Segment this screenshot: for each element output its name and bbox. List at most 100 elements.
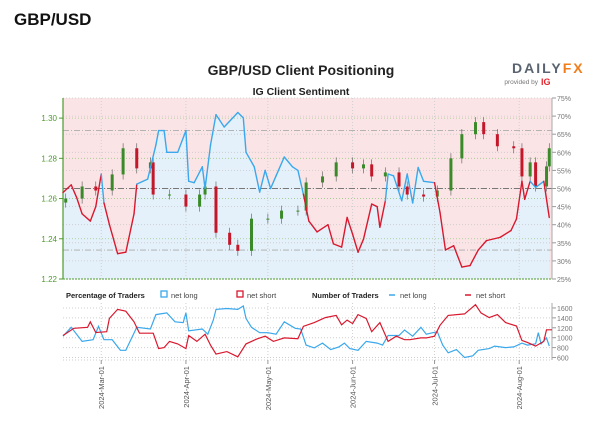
sentiment-line-segment bbox=[461, 264, 471, 268]
sentiment-line-segment bbox=[133, 183, 138, 215]
sentiment-line-segment bbox=[357, 238, 365, 253]
candle-body bbox=[512, 146, 516, 149]
candle-body bbox=[135, 148, 139, 169]
sentiment-line-segment bbox=[258, 169, 266, 193]
candle-body bbox=[460, 134, 464, 159]
candle-body bbox=[214, 186, 218, 233]
sentiment-line-segment bbox=[327, 223, 335, 245]
sentiment-line-segment bbox=[269, 175, 277, 190]
long-area bbox=[63, 112, 550, 279]
sentiment-line-segment bbox=[136, 178, 149, 185]
legend-pct-title: Percentage of Traders bbox=[66, 291, 145, 300]
legend-num-long: net long bbox=[400, 291, 427, 300]
dailyfx-logo: DAILYFX provided by IG bbox=[504, 60, 582, 87]
percent-tick-label: 60% bbox=[557, 150, 571, 157]
percent-tick-label: 55% bbox=[557, 168, 571, 175]
candle-body bbox=[151, 162, 155, 195]
sentiment-line-segment bbox=[469, 249, 479, 267]
candle-body bbox=[534, 162, 538, 187]
candle-body bbox=[435, 190, 439, 197]
traders-line-net-long bbox=[62, 305, 550, 359]
date-tick-label: 2024-Apr-01 bbox=[182, 366, 191, 408]
candle-body bbox=[397, 172, 401, 187]
sentiment-line-segment bbox=[308, 220, 318, 233]
sentiment-line-segment bbox=[291, 166, 299, 172]
sentiment-line-segment bbox=[499, 229, 512, 239]
sentiment-line-segment bbox=[529, 180, 537, 189]
candle-body bbox=[321, 176, 325, 183]
price-tick-label: 1.22 bbox=[41, 275, 57, 284]
candle-body bbox=[482, 122, 486, 135]
sentiment-line-segment bbox=[485, 236, 501, 242]
sentiment-line-segment bbox=[523, 180, 531, 201]
price-tick-label: 1.30 bbox=[41, 114, 57, 123]
sentiment-line-segment bbox=[433, 182, 441, 214]
candle-body bbox=[362, 164, 366, 169]
sentiment-line-segment bbox=[242, 117, 247, 154]
candle-body bbox=[405, 186, 409, 195]
sentiment-line-segment bbox=[376, 205, 381, 228]
sentiment-line-segment bbox=[253, 166, 261, 193]
sentiment-line-segment bbox=[515, 180, 523, 220]
count-tick-label: 600 bbox=[557, 356, 569, 363]
sentiment-line-segment bbox=[95, 173, 102, 208]
sentiment-line-segment bbox=[452, 244, 463, 268]
sentiment-line-segment bbox=[209, 113, 217, 146]
legend-num-title: Number of Traders bbox=[312, 291, 379, 300]
candle-body bbox=[351, 162, 355, 169]
candle-body bbox=[280, 210, 284, 219]
sentiment-line-segment bbox=[283, 156, 294, 168]
candle-body bbox=[266, 218, 270, 220]
sentiment-line-segment bbox=[351, 233, 359, 253]
sentiment-line-segment bbox=[264, 169, 272, 190]
percent-tick-label: 30% bbox=[557, 259, 571, 266]
candle-body bbox=[495, 134, 499, 147]
svg-text:provided by: provided by bbox=[504, 79, 538, 86]
candle-body bbox=[422, 194, 426, 197]
legend-num-short: net short bbox=[476, 291, 506, 300]
sentiment-line-segment bbox=[275, 156, 285, 177]
sentiment-line-segment bbox=[237, 111, 245, 119]
sentiment-line-segment bbox=[384, 173, 389, 202]
sentiment-line-segment bbox=[392, 175, 403, 202]
sentiment-line-segment bbox=[163, 129, 168, 154]
sentiment-line-segment bbox=[340, 216, 348, 248]
date-tick-label: 2024-May-01 bbox=[264, 366, 273, 410]
candle-body bbox=[449, 158, 453, 191]
candle-body bbox=[198, 194, 202, 207]
sentiment-line-segment bbox=[332, 243, 343, 248]
candle-body bbox=[520, 148, 524, 177]
sentiment-line-segment bbox=[103, 202, 111, 226]
candle-body bbox=[236, 244, 240, 251]
candle-body bbox=[370, 164, 374, 177]
percent-tick-label: 70% bbox=[557, 114, 571, 121]
count-tick-label: 1400 bbox=[557, 316, 573, 323]
count-tick-label: 1600 bbox=[557, 306, 573, 313]
sentiment-line-segment bbox=[185, 129, 190, 182]
sentiment-line-segment bbox=[116, 251, 127, 255]
price-tick-label: 1.24 bbox=[41, 235, 57, 244]
price-tick-label: 1.26 bbox=[41, 195, 57, 204]
candle-body bbox=[94, 186, 98, 191]
legend-pct-long: net long bbox=[171, 291, 198, 300]
count-tick-label: 1200 bbox=[557, 326, 573, 333]
candle-body bbox=[547, 148, 551, 167]
sentiment-line-segment bbox=[411, 166, 419, 204]
sentiment-line-segment bbox=[100, 173, 105, 204]
page-title: GBP/USD bbox=[14, 10, 92, 29]
candle-body bbox=[184, 194, 188, 207]
sentiment-line-segment bbox=[215, 113, 225, 128]
candle-body bbox=[249, 218, 253, 251]
percent-tick-label: 65% bbox=[557, 132, 571, 139]
percent-tick-label: 35% bbox=[557, 241, 571, 248]
percent-tick-label: 50% bbox=[557, 187, 571, 194]
sentiment-line-segment bbox=[108, 223, 119, 255]
sentiment-line-segment bbox=[302, 193, 310, 222]
sentiment-line-segment bbox=[125, 213, 135, 253]
candle-body bbox=[334, 162, 338, 177]
chart-subtitle: IG Client Sentiment bbox=[253, 86, 350, 98]
sentiment-line-segment bbox=[534, 180, 545, 189]
candle-body bbox=[383, 172, 387, 177]
sentiment-line-segment bbox=[297, 169, 305, 195]
